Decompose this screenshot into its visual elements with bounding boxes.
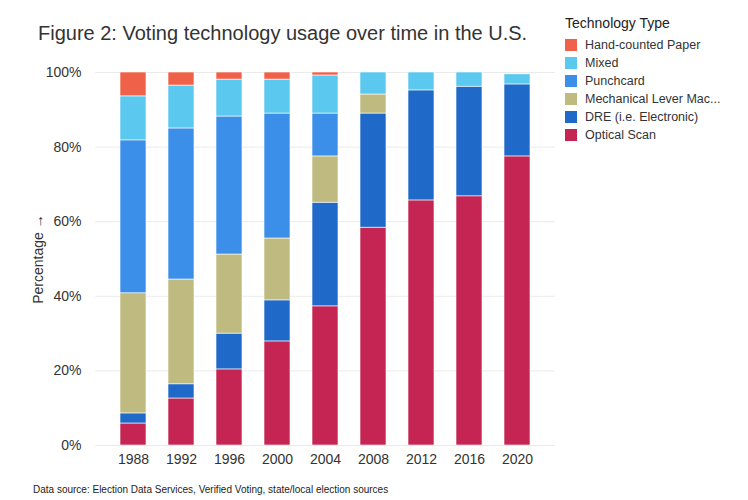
svg-text:20%: 20% (53, 362, 81, 378)
html-text:Hand-counted Paper: Hand-counted Paper (585, 38, 701, 52)
svg-text:2004: 2004 (310, 451, 341, 467)
svg-text:2012: 2012 (406, 451, 437, 467)
html-text:Figure 2: Voting technology us: Figure 2: Voting technology usage over t… (38, 22, 528, 44)
svg-text:2016: 2016 (454, 451, 485, 467)
html-text:DRE (i.e. Electronic): DRE (i.e. Electronic) (585, 110, 699, 124)
svg-text:100%: 100% (46, 64, 82, 80)
svg-text:1996: 1996 (214, 451, 245, 467)
svg-text:80%: 80% (53, 139, 81, 155)
html-text:Punchcard: Punchcard (585, 74, 645, 88)
svg-text:1988: 1988 (118, 451, 149, 467)
html-text:Data source: Election Data Ser: Data source: Election Data Services, Ver… (33, 484, 389, 495)
html-text:Optical Scan: Optical Scan (585, 128, 656, 142)
svg-text:2020: 2020 (502, 451, 533, 467)
svg-text:60%: 60% (53, 213, 81, 229)
html-text:Mechanical Lever Mac...: Mechanical Lever Mac... (585, 92, 721, 106)
html-text:Mixed: Mixed (585, 56, 619, 70)
svg-text:Percentage →: Percentage → (30, 214, 46, 304)
svg-text:2008: 2008 (358, 451, 389, 467)
svg-text:2000: 2000 (262, 451, 293, 467)
svg-text:0%: 0% (61, 437, 81, 453)
html-text:Technology Type: Technology Type (565, 15, 670, 31)
svg-text:40%: 40% (53, 288, 81, 304)
svg-text:1992: 1992 (166, 451, 197, 467)
